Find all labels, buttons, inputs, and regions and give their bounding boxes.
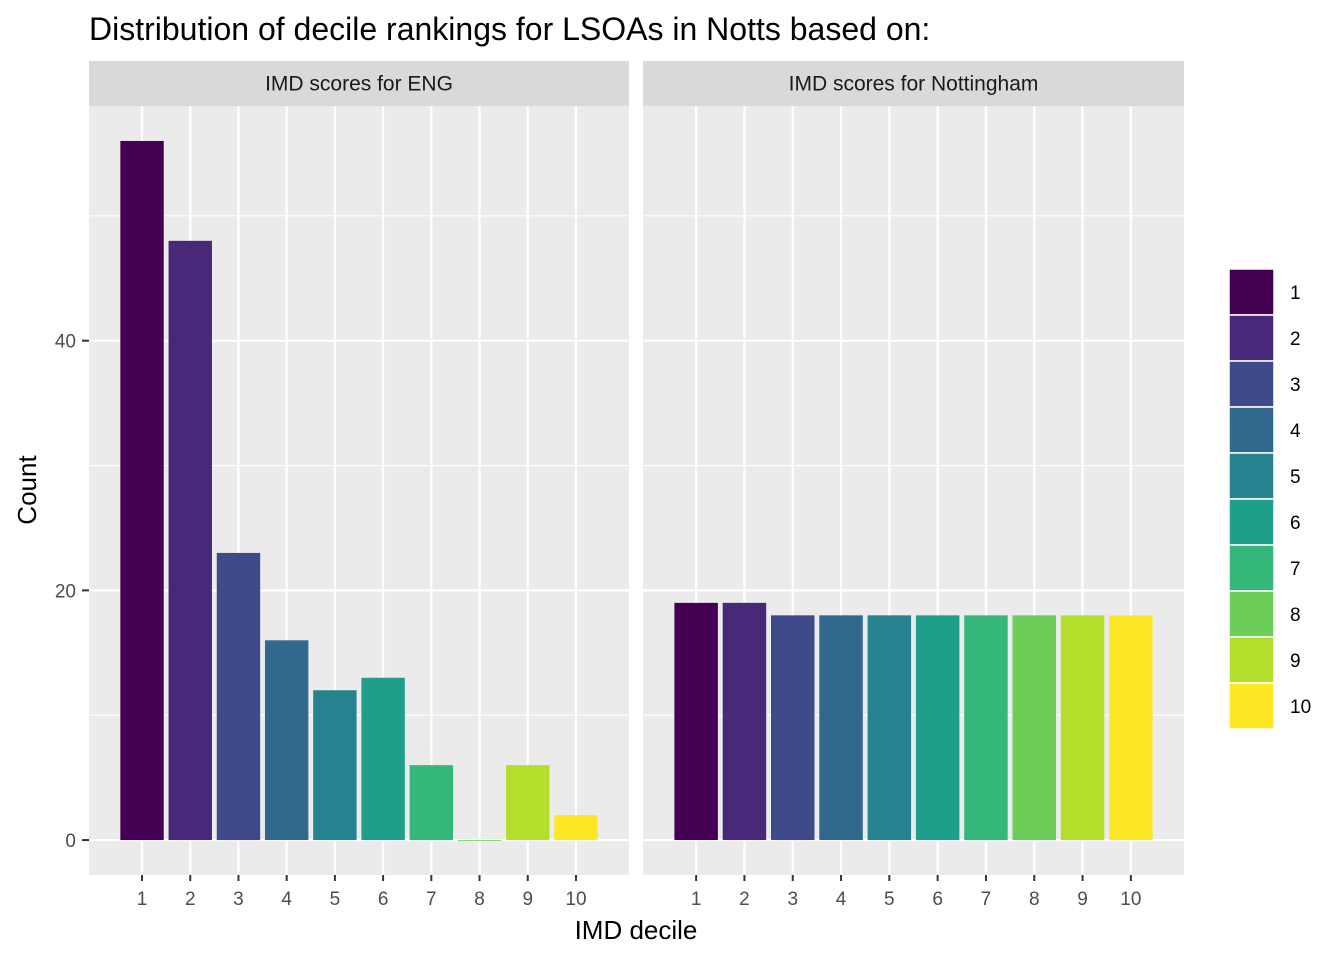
legend-key-4 [1228,406,1275,454]
panel-strip [89,61,629,106]
bar-panel2-decile-4 [819,615,863,841]
legend-key-10 [1228,682,1275,730]
y-tick-label: 0 [65,831,76,852]
x-tick-label: 5 [330,889,341,910]
y-axis: 0 20 40 [55,332,89,852]
bar-panel2-decile-10 [1109,615,1153,841]
legend-key-2 [1228,314,1275,362]
x-tick-label: 8 [1029,889,1040,910]
x-tick-label: 4 [281,889,292,910]
legend-key-6 [1228,498,1275,546]
legend-label-9: 9 [1290,651,1301,672]
bar-panel1-decile-3 [216,552,261,841]
panel-strip-label: IMD scores for Nottingham [789,73,1039,96]
x-tick-label: 7 [981,889,992,910]
x-tick-label: 3 [787,889,798,910]
chart-title: Distribution of decile rankings for LSOA… [89,11,930,47]
x-tick-label: 1 [137,889,148,910]
legend-label-8: 8 [1290,605,1301,626]
legend: 1 2 3 4 5 6 7 8 9 10 [1228,268,1311,730]
x-tick-label: 9 [522,889,533,910]
bar-panel1-decile-10 [554,815,598,841]
bar-panel1-decile-7 [409,765,454,841]
bar-panel1-decile-1 [120,140,164,841]
x-tick-label: 10 [1120,889,1141,910]
bar-panel2-decile-6 [915,615,960,841]
legend-key-3 [1228,360,1275,408]
x-tick-label: 9 [1077,889,1088,910]
x-tick-label: 8 [474,889,485,910]
bar-panel2-decile-3 [771,615,815,841]
y-axis-title: Count [12,455,42,525]
x-axis-title: IMD decile [575,915,698,945]
legend-label-10: 10 [1290,697,1311,718]
y-tick-label: 20 [55,581,76,602]
y-tick-label: 40 [55,332,76,353]
legend-label-5: 5 [1290,467,1301,488]
bar-panel2-decile-9 [1060,615,1105,841]
bar-panel1-decile-2 [168,240,212,841]
legend-key-5 [1228,452,1275,500]
x-tick-label: 5 [884,889,895,910]
x-tick-label: 7 [426,889,437,910]
legend-key-1 [1228,268,1275,316]
legend-key-7 [1228,544,1275,592]
bar-panel2-decile-5 [867,615,912,841]
bar-panel1-decile-5 [313,690,357,841]
x-tick-label: 4 [836,889,847,910]
panel-strip [643,61,1184,106]
panel-1: IMD scores for ENG 1 2 3 4 5 6 7 8 9 10 [89,61,629,910]
x-tick-label: 3 [233,889,244,910]
x-tick-label: 2 [185,889,196,910]
panel-strip-label: IMD scores for ENG [265,73,453,96]
legend-label-7: 7 [1290,559,1301,580]
x-tick-label: 6 [378,889,389,910]
bar-panel1-decile-9 [506,765,550,841]
x-tick-label: 1 [691,889,702,910]
bar-panel1-decile-4 [264,640,309,841]
legend-label-4: 4 [1290,421,1301,442]
x-tick-label: 6 [932,889,943,910]
x-tick-label: 2 [739,889,750,910]
panel-2: IMD scores for Nottingham 1 2 3 4 5 6 7 8 9 10 [643,61,1184,910]
bar-panel2-decile-8 [1012,615,1056,841]
legend-key-9 [1228,636,1275,684]
legend-label-6: 6 [1290,513,1301,534]
bar-panel1-decile-8 [457,840,502,841]
bar-panel2-decile-2 [722,602,767,841]
bar-panel2-decile-1 [674,602,718,841]
legend-label-3: 3 [1290,375,1301,396]
legend-label-1: 1 [1290,283,1301,304]
bar-panel2-decile-7 [964,615,1008,841]
legend-key-8 [1228,590,1275,638]
x-tick-label: 10 [565,889,586,910]
legend-label-2: 2 [1290,329,1301,350]
bar-panel1-decile-6 [361,677,405,841]
